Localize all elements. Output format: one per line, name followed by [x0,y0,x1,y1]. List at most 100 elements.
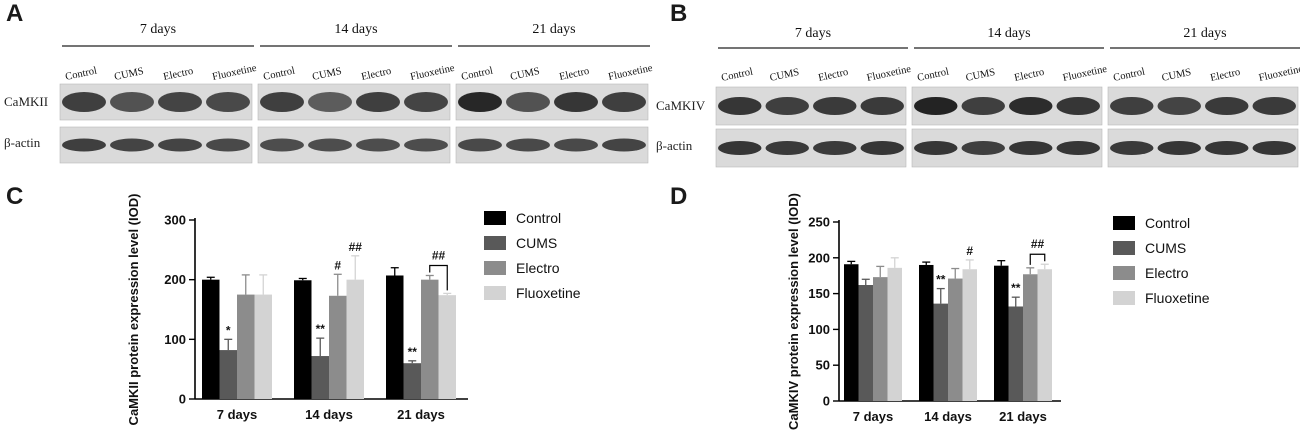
x-tick-label: 21 days [999,409,1047,424]
legend-label-control: Control [516,210,561,226]
significance-marker: # [966,244,973,258]
y-axis-label: CaMKII protein expression level (IOD) [126,194,141,426]
blot-band [62,92,106,112]
legend-swatch-control [484,211,506,225]
blot-band [961,141,1005,155]
significance-marker: ## [1031,237,1045,251]
blot-row-label: β-actin [4,135,41,150]
blot-band [1110,141,1154,155]
bar-cums [1008,306,1023,401]
bar-chart-camkiv: 0 50 100 150 200 250 CaMKIV protein expression… [786,193,1210,430]
blot-lane-label: CUMS [509,66,541,83]
bar-control [994,265,1009,401]
y-tick-label: 200 [808,250,830,265]
western-blot-a: CaMKII β-actin 7 days Control CUMS Electro Flu… [4,22,654,164]
blot-band [1252,141,1296,155]
bar-control [386,275,404,399]
bar-fluoxetine [887,267,902,401]
blot-lane-label: Fluoxetine [866,64,913,84]
blot-band [260,92,304,112]
blot-lane-label: Electro [1209,67,1241,84]
y-tick-label: 200 [164,272,186,287]
blot-band [404,138,448,152]
x-tick-label: 7 days [217,407,257,422]
blot-lane-label: Control [720,66,754,83]
blot-group-title: 14 days [334,22,377,37]
bar-control [844,264,859,401]
blot-lane-label: Fluoxetine [1062,64,1109,84]
legend-label-fluoxetine: Fluoxetine [516,285,581,301]
bar-control [919,264,934,401]
bar-chart-camkii: 0 100 200 300 CaMKII protein expression leve… [126,194,581,426]
blot-band [260,138,304,152]
blot-lane-label: CUMS [769,67,801,84]
panel-letter-a: A [6,0,24,27]
blot-band [458,92,502,112]
legend-swatch-cums [484,236,506,250]
blot-band [860,141,904,155]
significance-marker: ## [432,248,446,262]
bar-electro [948,278,963,401]
blot-band [813,141,857,155]
blot-band [308,138,352,152]
blot-band [1205,141,1249,155]
legend-label-electro: Electro [1145,265,1189,281]
blot-lane-label: Control [460,65,494,82]
blot-band [765,97,809,115]
bar-fluoxetine [438,295,456,399]
bar-cums [311,356,329,399]
legend-label-fluoxetine: Fluoxetine [1145,290,1210,306]
blot-group-title: 7 days [140,22,176,37]
blot-band [62,138,106,152]
blot-band [158,92,202,112]
significance-marker: # [334,258,341,272]
blot-band [356,138,400,152]
legend-swatch-electro [484,261,506,275]
y-tick-label: 0 [179,392,186,407]
blot-band [1056,97,1100,115]
legend-swatch-fluoxetine [484,286,506,300]
bar-control [294,280,312,399]
x-tick-label: 21 days [397,407,445,422]
blot-band [1252,97,1296,115]
blot-lane-label: CUMS [965,67,997,84]
y-axis-label: CaMKIV protein expression level (IOD) [786,193,801,430]
blot-band [1157,141,1201,155]
significance-marker: * [226,323,231,337]
panel-letter-c: C [6,183,24,210]
bar-cums [858,285,873,401]
blot-band [1205,97,1249,115]
blot-group-title: 21 days [1183,26,1226,41]
blot-band [1056,141,1100,155]
significance-marker: ## [349,240,363,254]
legend-swatch-cums [1113,241,1135,255]
blot-lane-label: CUMS [113,66,145,83]
blot-band [1157,97,1201,115]
x-tick-label: 14 days [305,407,353,422]
blot-lane-label: Fluoxetine [1258,64,1300,84]
blot-band [404,92,448,112]
blot-band [602,138,646,152]
legend-label-electro: Electro [516,260,560,276]
blot-group-title: 21 days [532,22,575,37]
blot-band [158,138,202,152]
blot-band [914,97,958,115]
legend-label-cums: CUMS [516,235,557,251]
bar-fluoxetine [254,294,272,399]
blot-band [110,138,154,152]
bar-fluoxetine [1037,269,1052,401]
blot-band [813,97,857,115]
bar-electro [329,295,347,399]
blot-band [206,92,250,112]
significance-marker: ** [316,322,326,336]
panel-letter-d: D [670,183,688,210]
blot-lane-label: Control [916,66,950,83]
blot-band [914,141,958,155]
blot-band [718,141,762,155]
legend-swatch-electro [1113,266,1135,280]
blot-row-label: CaMKII [4,94,48,109]
panel-letter-b: B [670,0,688,27]
blot-band [961,97,1005,115]
blot-lane-label: Electro [162,66,194,83]
blot-band [458,138,502,152]
